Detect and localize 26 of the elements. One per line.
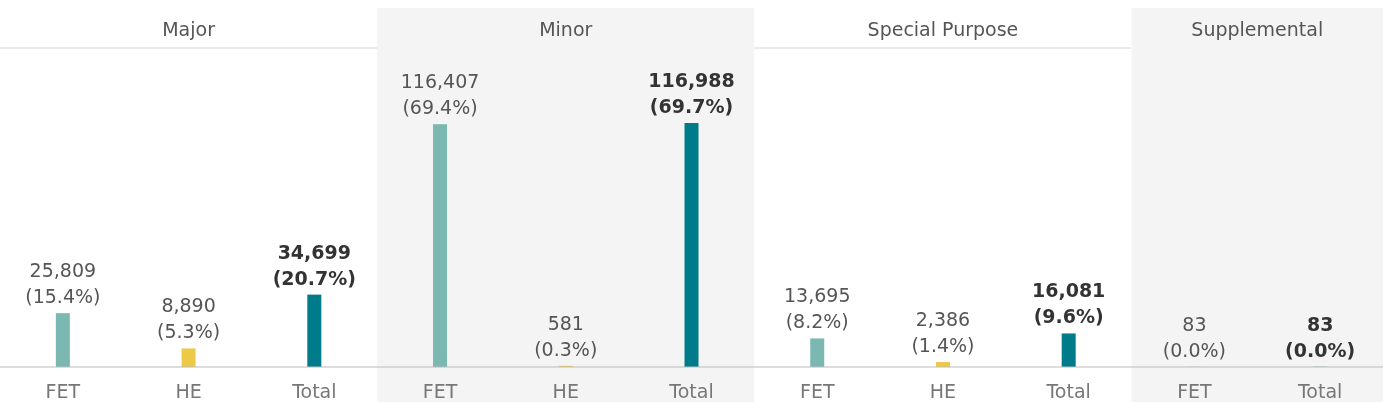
data-label: 34,699 (20.7%) — [272, 240, 356, 289]
data-label: 8,890 (5.3%) — [157, 294, 221, 343]
data-label: 116,988 (69.7%) — [648, 69, 735, 117]
data-label: 2,386 (1.4%) — [911, 308, 975, 357]
series-label: FET — [422, 380, 458, 402]
text: FET — [45, 380, 81, 402]
x-tick-label: Major — [162, 18, 216, 40]
data-label: 83 (0.0%) — [1162, 312, 1226, 361]
data-label: 16,081 (9.6%) — [1032, 279, 1106, 328]
text: HE — [175, 380, 202, 402]
data-label: 25,809 (15.4%) — [25, 259, 101, 308]
text: Total — [1046, 380, 1091, 402]
data-label: 83 (0.0%) — [1285, 312, 1356, 361]
data-label: 13,695 (8.2%) — [783, 284, 851, 333]
series-label: HE — [929, 380, 957, 402]
text: FET — [799, 380, 835, 402]
data-label: 581 (0.3%) — [534, 311, 598, 360]
x-tick-label: Minor — [539, 18, 593, 40]
text: HE — [552, 380, 579, 402]
series-label: Total — [1296, 380, 1343, 402]
data-label: 116,407 (69.4%) — [400, 70, 480, 119]
text: FET — [1177, 380, 1212, 402]
x-tick-label: Supplemental — [1191, 18, 1324, 40]
x-tick-label: Special Purpose — [867, 18, 1019, 40]
text: Total — [669, 380, 714, 402]
text: Total — [292, 380, 337, 402]
